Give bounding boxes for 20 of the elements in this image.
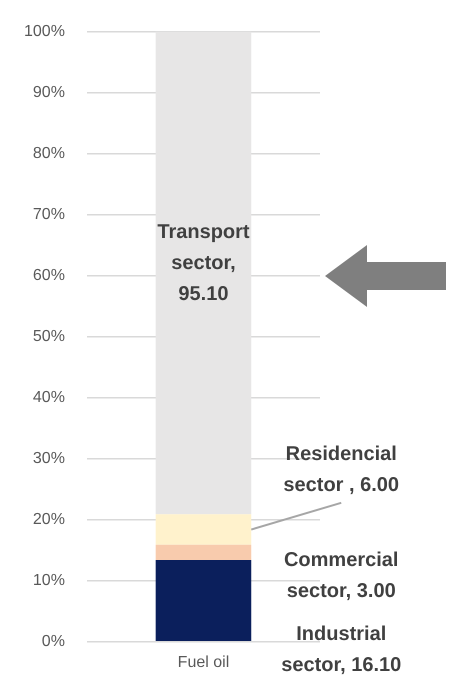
y-tick-label: 80% (32, 145, 65, 162)
y-tick-label: 90% (32, 84, 65, 102)
y-tick-label: 100% (24, 23, 65, 40)
bar (156, 514, 252, 545)
bar (156, 544, 252, 560)
y-tick-label: 0% (42, 633, 65, 650)
bar (156, 560, 252, 642)
annotation: Transport sector, 95.10 (157, 220, 250, 305)
annotation: Residencial sector , 6.00 (283, 442, 400, 496)
y-tick-label: 60% (32, 267, 65, 284)
y-tick-label: 50% (32, 328, 65, 346)
annotation: Industrial sector, 16.10 (281, 622, 402, 676)
bar (156, 32, 252, 514)
y-tick-label: 70% (32, 206, 65, 224)
annotation: Commercial sector, 3.00 (284, 548, 398, 602)
x-tick-label: Fuel oil (178, 654, 230, 671)
y-tick-label: 10% (32, 572, 65, 590)
y-tick-label: 30% (32, 450, 65, 468)
y-tick-label: 40% (32, 389, 65, 406)
y-tick-label: 20% (32, 511, 65, 528)
